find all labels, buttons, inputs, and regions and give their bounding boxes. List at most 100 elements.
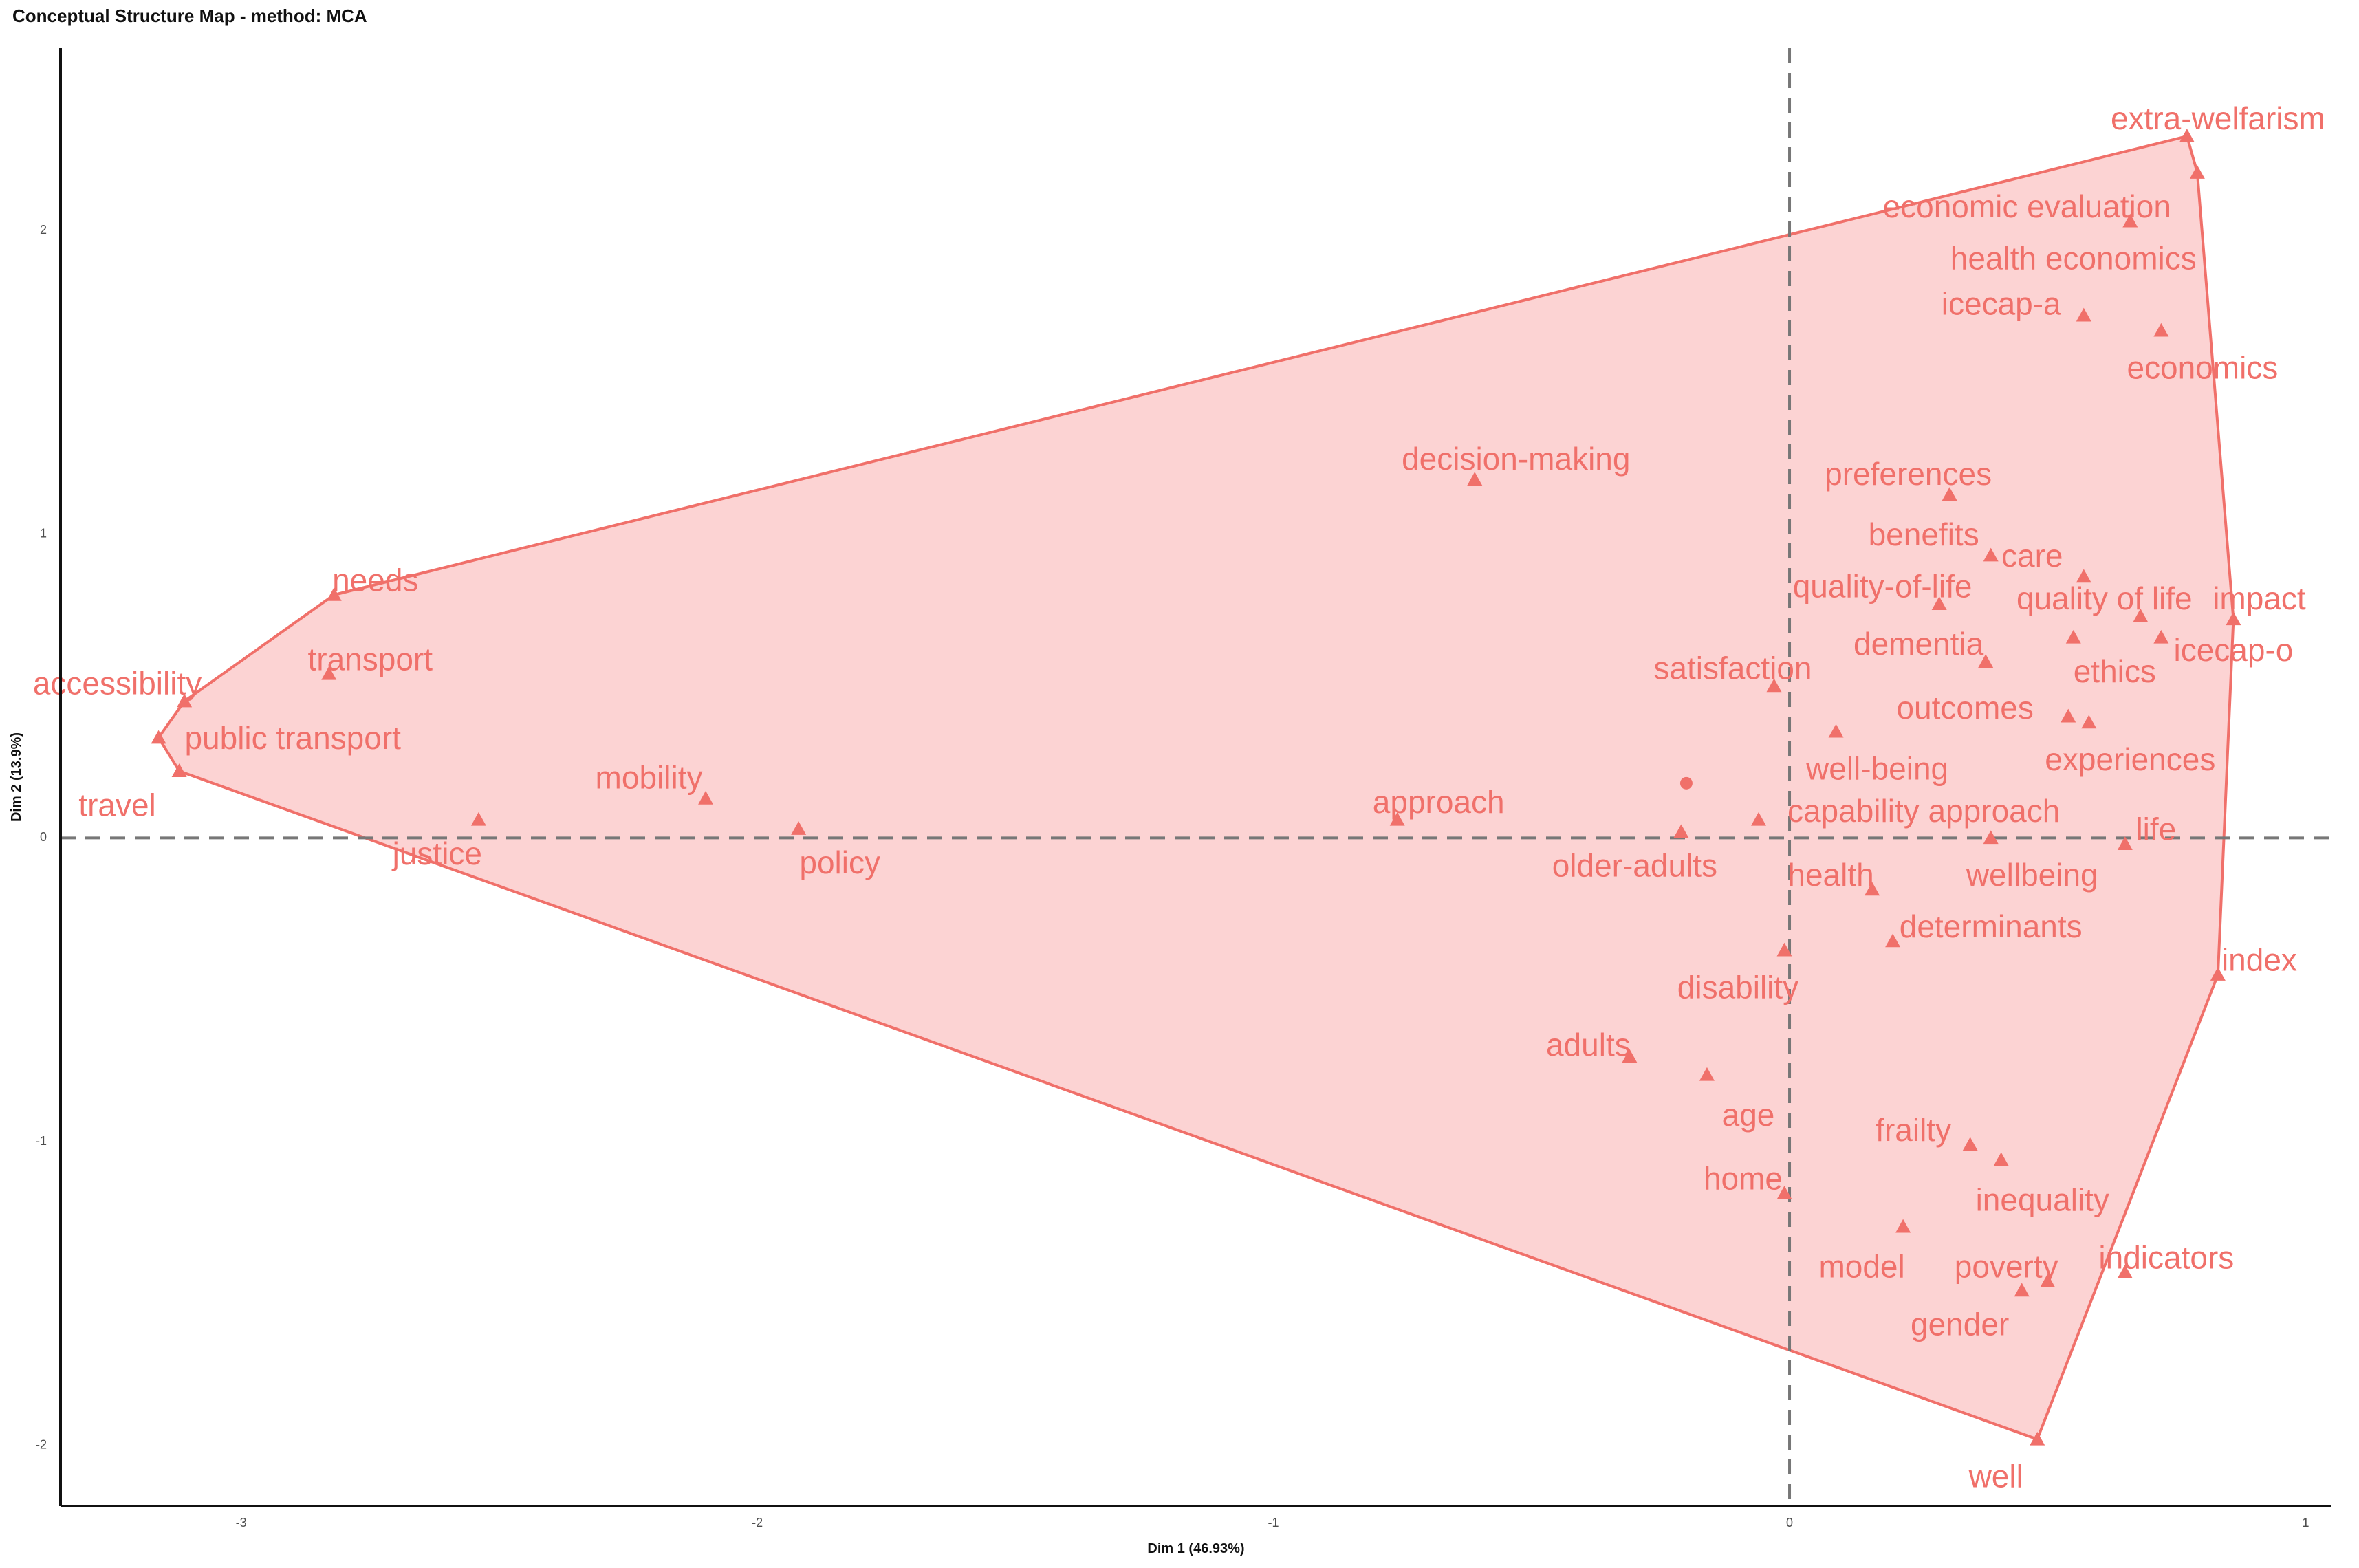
point-label: dementia (1854, 626, 1984, 662)
point-label: transport (308, 641, 433, 677)
point-label: decision-making (1402, 441, 1630, 477)
point-label: justice (391, 836, 482, 871)
data-point (1766, 678, 1782, 693)
data-point (1699, 1067, 1715, 1081)
point-label: index (2221, 942, 2297, 978)
point-label: experiences (2045, 741, 2215, 777)
data-point (1885, 933, 1901, 948)
point-label: public transport (184, 720, 401, 756)
x-tick-label: 1 (2302, 1516, 2309, 1529)
data-point (2040, 1274, 2056, 1287)
point-label: approach (1373, 784, 1505, 820)
point-label: model (1818, 1249, 1904, 1285)
data-point (2076, 569, 2091, 583)
data-point (2117, 1264, 2133, 1278)
data-point (1978, 654, 1994, 668)
point-label: determinants (1900, 908, 2083, 944)
x-tick-label: -1 (1268, 1516, 1279, 1529)
point-label: preferences (1825, 456, 1992, 492)
data-point (2189, 165, 2205, 179)
data-point (171, 763, 187, 777)
point-label: needs (332, 562, 418, 598)
point-label: home (1704, 1161, 1783, 1197)
point-label: well (1968, 1458, 2023, 1494)
data-point (2076, 307, 2091, 322)
y-axis-label: Dim 2 (13.9%) (9, 732, 24, 822)
data-point (1983, 830, 1999, 845)
point-label: inequality (1976, 1182, 2109, 1217)
point-label: wellbeing (1966, 857, 2098, 893)
point-label: icecap-o (2173, 632, 2293, 668)
data-point (1931, 596, 1947, 611)
point-label: indicators (2098, 1239, 2234, 1275)
data-point (1673, 824, 1689, 838)
y-tick-label: -2 (36, 1437, 47, 1451)
data-point (1622, 1049, 1638, 1063)
reference-lines (61, 48, 2331, 1506)
data-point (1865, 882, 1880, 896)
data-point (1750, 812, 1766, 826)
cluster-centroid (1679, 776, 1693, 790)
data-point (2133, 608, 2149, 622)
data-point (2081, 715, 2097, 729)
point-label: quality-of-life (1793, 568, 1972, 604)
point-label: impact (2213, 580, 2306, 616)
x-tick-label: -2 (752, 1516, 763, 1529)
data-point (1962, 1137, 1978, 1151)
point-label: policy (799, 845, 880, 880)
data-point (2153, 629, 2169, 644)
point-label: gender (1911, 1307, 2009, 1342)
chart-title: Conceptual Structure Map - method: MCA (12, 6, 367, 26)
data-point (2117, 836, 2133, 850)
data-point (1895, 1219, 1911, 1233)
point-label: age (1722, 1097, 1775, 1133)
point-label: health (1787, 857, 1873, 893)
y-tick-label: 2 (40, 223, 47, 237)
data-point (326, 587, 342, 601)
point-label: older-adults (1552, 848, 1717, 884)
point-label: disability (1677, 969, 1798, 1005)
data-points (151, 129, 2241, 1446)
point-label: mobility (596, 760, 703, 796)
cluster-hull-layer (157, 135, 2235, 1441)
point-label: ethics (2074, 653, 2156, 689)
data-point (2065, 629, 2081, 644)
data-point (791, 821, 807, 835)
point-label: satisfaction (1653, 651, 1812, 686)
data-point (2014, 1283, 2030, 1297)
data-point (2122, 213, 2138, 228)
data-point (1776, 942, 1792, 957)
point-label: frailty (1876, 1112, 1951, 1148)
data-point (151, 730, 166, 744)
point-label: well-being (1805, 750, 1948, 786)
data-point (321, 666, 337, 680)
data-point (2210, 967, 2226, 981)
point-labels: extra-welfarism economic evaluation health… (33, 100, 2325, 1494)
point-label: accessibility (33, 666, 202, 701)
axes: -3 -2 -1 0 1 -2 -1 0 1 2 Dim 1 (46.93%) Dim 2 (13.9… (9, 48, 2331, 1556)
data-point (2061, 708, 2076, 723)
data-point (2179, 129, 2195, 142)
point-label: benefits (1869, 516, 1979, 552)
x-axis-label: Dim 1 (46.93%) (1147, 1541, 1244, 1556)
point-label: extra-welfarism (2111, 100, 2325, 136)
x-tick-label: 0 (1786, 1516, 1793, 1529)
data-point (1389, 812, 1405, 826)
data-point (1993, 1152, 2009, 1166)
data-point (2226, 611, 2241, 626)
point-label: icecap-a (1942, 286, 2061, 322)
point-label: health economics (1950, 240, 2197, 276)
y-tick-label: 1 (40, 526, 47, 540)
data-point (698, 790, 714, 805)
point-label: capability approach (1787, 793, 2060, 829)
cluster-hull (157, 135, 2235, 1441)
data-point (177, 693, 193, 708)
data-point (1983, 547, 1999, 562)
point-label: travel (78, 787, 155, 823)
data-point (2030, 1431, 2045, 1446)
x-tick-label: -3 (236, 1516, 247, 1529)
point-label: economics (2127, 349, 2278, 385)
data-point (1942, 487, 1957, 501)
point-label: outcomes (1896, 690, 2033, 726)
